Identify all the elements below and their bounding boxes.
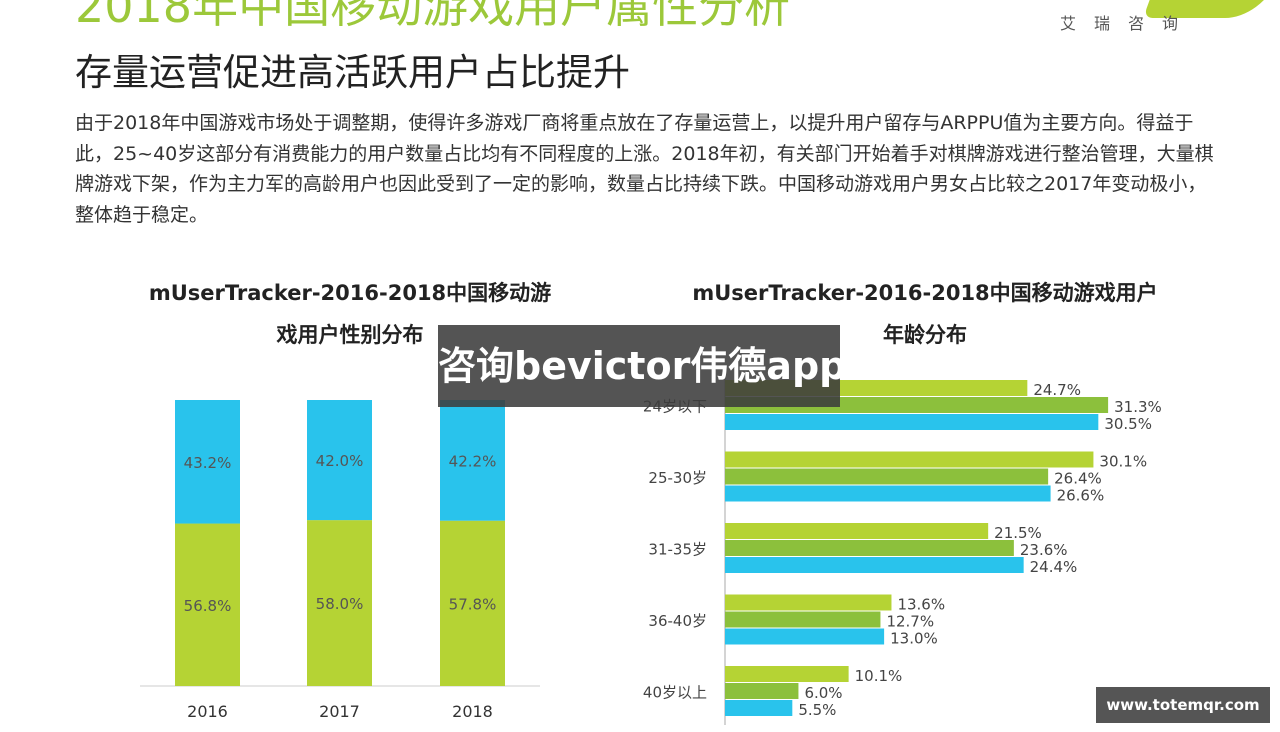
data-label: 10.1% <box>855 667 903 685</box>
bar-segment <box>307 400 372 521</box>
data-label: 57.8% <box>449 595 497 613</box>
data-label: 43.2% <box>184 454 232 472</box>
bar <box>725 414 1099 430</box>
data-label: 58.0% <box>316 595 364 613</box>
bar <box>725 611 881 628</box>
report-title: 2018年中国移动游戏用户属性分析 <box>75 0 791 33</box>
data-label: 31.3% <box>1114 398 1162 416</box>
bar <box>725 540 1014 556</box>
data-label: 24.4% <box>1030 558 1078 576</box>
data-label: 26.4% <box>1054 470 1102 488</box>
y-tick-label: 40岁以上 <box>643 684 707 702</box>
overlay-banner: 咨询bevictor伟德app <box>438 325 846 407</box>
y-tick-label: 31-35岁 <box>648 541 707 559</box>
bar <box>725 666 849 682</box>
bar <box>725 628 885 645</box>
description-paragraph: 由于2018年中国游戏市场处于调整期，使得许多游戏厂商将重点放在了存量运营上，以… <box>75 112 1214 226</box>
bar <box>725 451 1094 468</box>
data-label: 42.0% <box>316 452 364 470</box>
watermark: www.totemqr.com <box>1096 687 1270 723</box>
data-label: 6.0% <box>804 684 842 702</box>
data-label: 23.6% <box>1020 541 1068 559</box>
bar <box>725 700 793 716</box>
bar-segment <box>307 520 372 686</box>
y-tick-label: 25-30岁 <box>648 469 707 487</box>
bar-segment <box>175 523 240 686</box>
bar <box>725 485 1051 502</box>
logo-text: 艾瑞咨询 <box>1060 14 1197 33</box>
data-label: 12.7% <box>886 613 934 631</box>
data-label: 24.7% <box>1033 381 1081 399</box>
data-label: 30.1% <box>1099 453 1147 471</box>
data-label: 13.6% <box>897 596 945 614</box>
data-label: 21.5% <box>994 524 1042 542</box>
data-label: 56.8% <box>184 597 232 615</box>
gender-chart-title: mUserTracker-2016-2018中国移动游戏用户性别分布 <box>148 281 552 347</box>
x-tick-label: 2017 <box>319 702 360 721</box>
data-label: 42.2% <box>449 452 497 470</box>
x-tick-label: 2016 <box>187 702 228 721</box>
bar <box>725 594 892 611</box>
bar <box>725 557 1024 573</box>
bar <box>725 683 799 699</box>
data-label: 30.5% <box>1104 415 1152 433</box>
x-tick-label: 2018 <box>452 702 493 721</box>
age-chart-title: mUserTracker-2016-2018中国移动游戏用户年龄分布 <box>692 281 1158 347</box>
data-label: 5.5% <box>798 701 836 719</box>
data-label: 26.6% <box>1057 487 1105 505</box>
y-tick-label: 36-40岁 <box>648 612 707 630</box>
data-label: 13.0% <box>890 630 938 648</box>
bar-segment <box>175 400 240 524</box>
subtitle: 存量运营促进高活跃用户占比提升 <box>75 51 630 94</box>
bar-segment <box>440 520 505 686</box>
bar <box>725 523 989 539</box>
bar-segment <box>440 400 505 521</box>
bar <box>725 468 1049 485</box>
